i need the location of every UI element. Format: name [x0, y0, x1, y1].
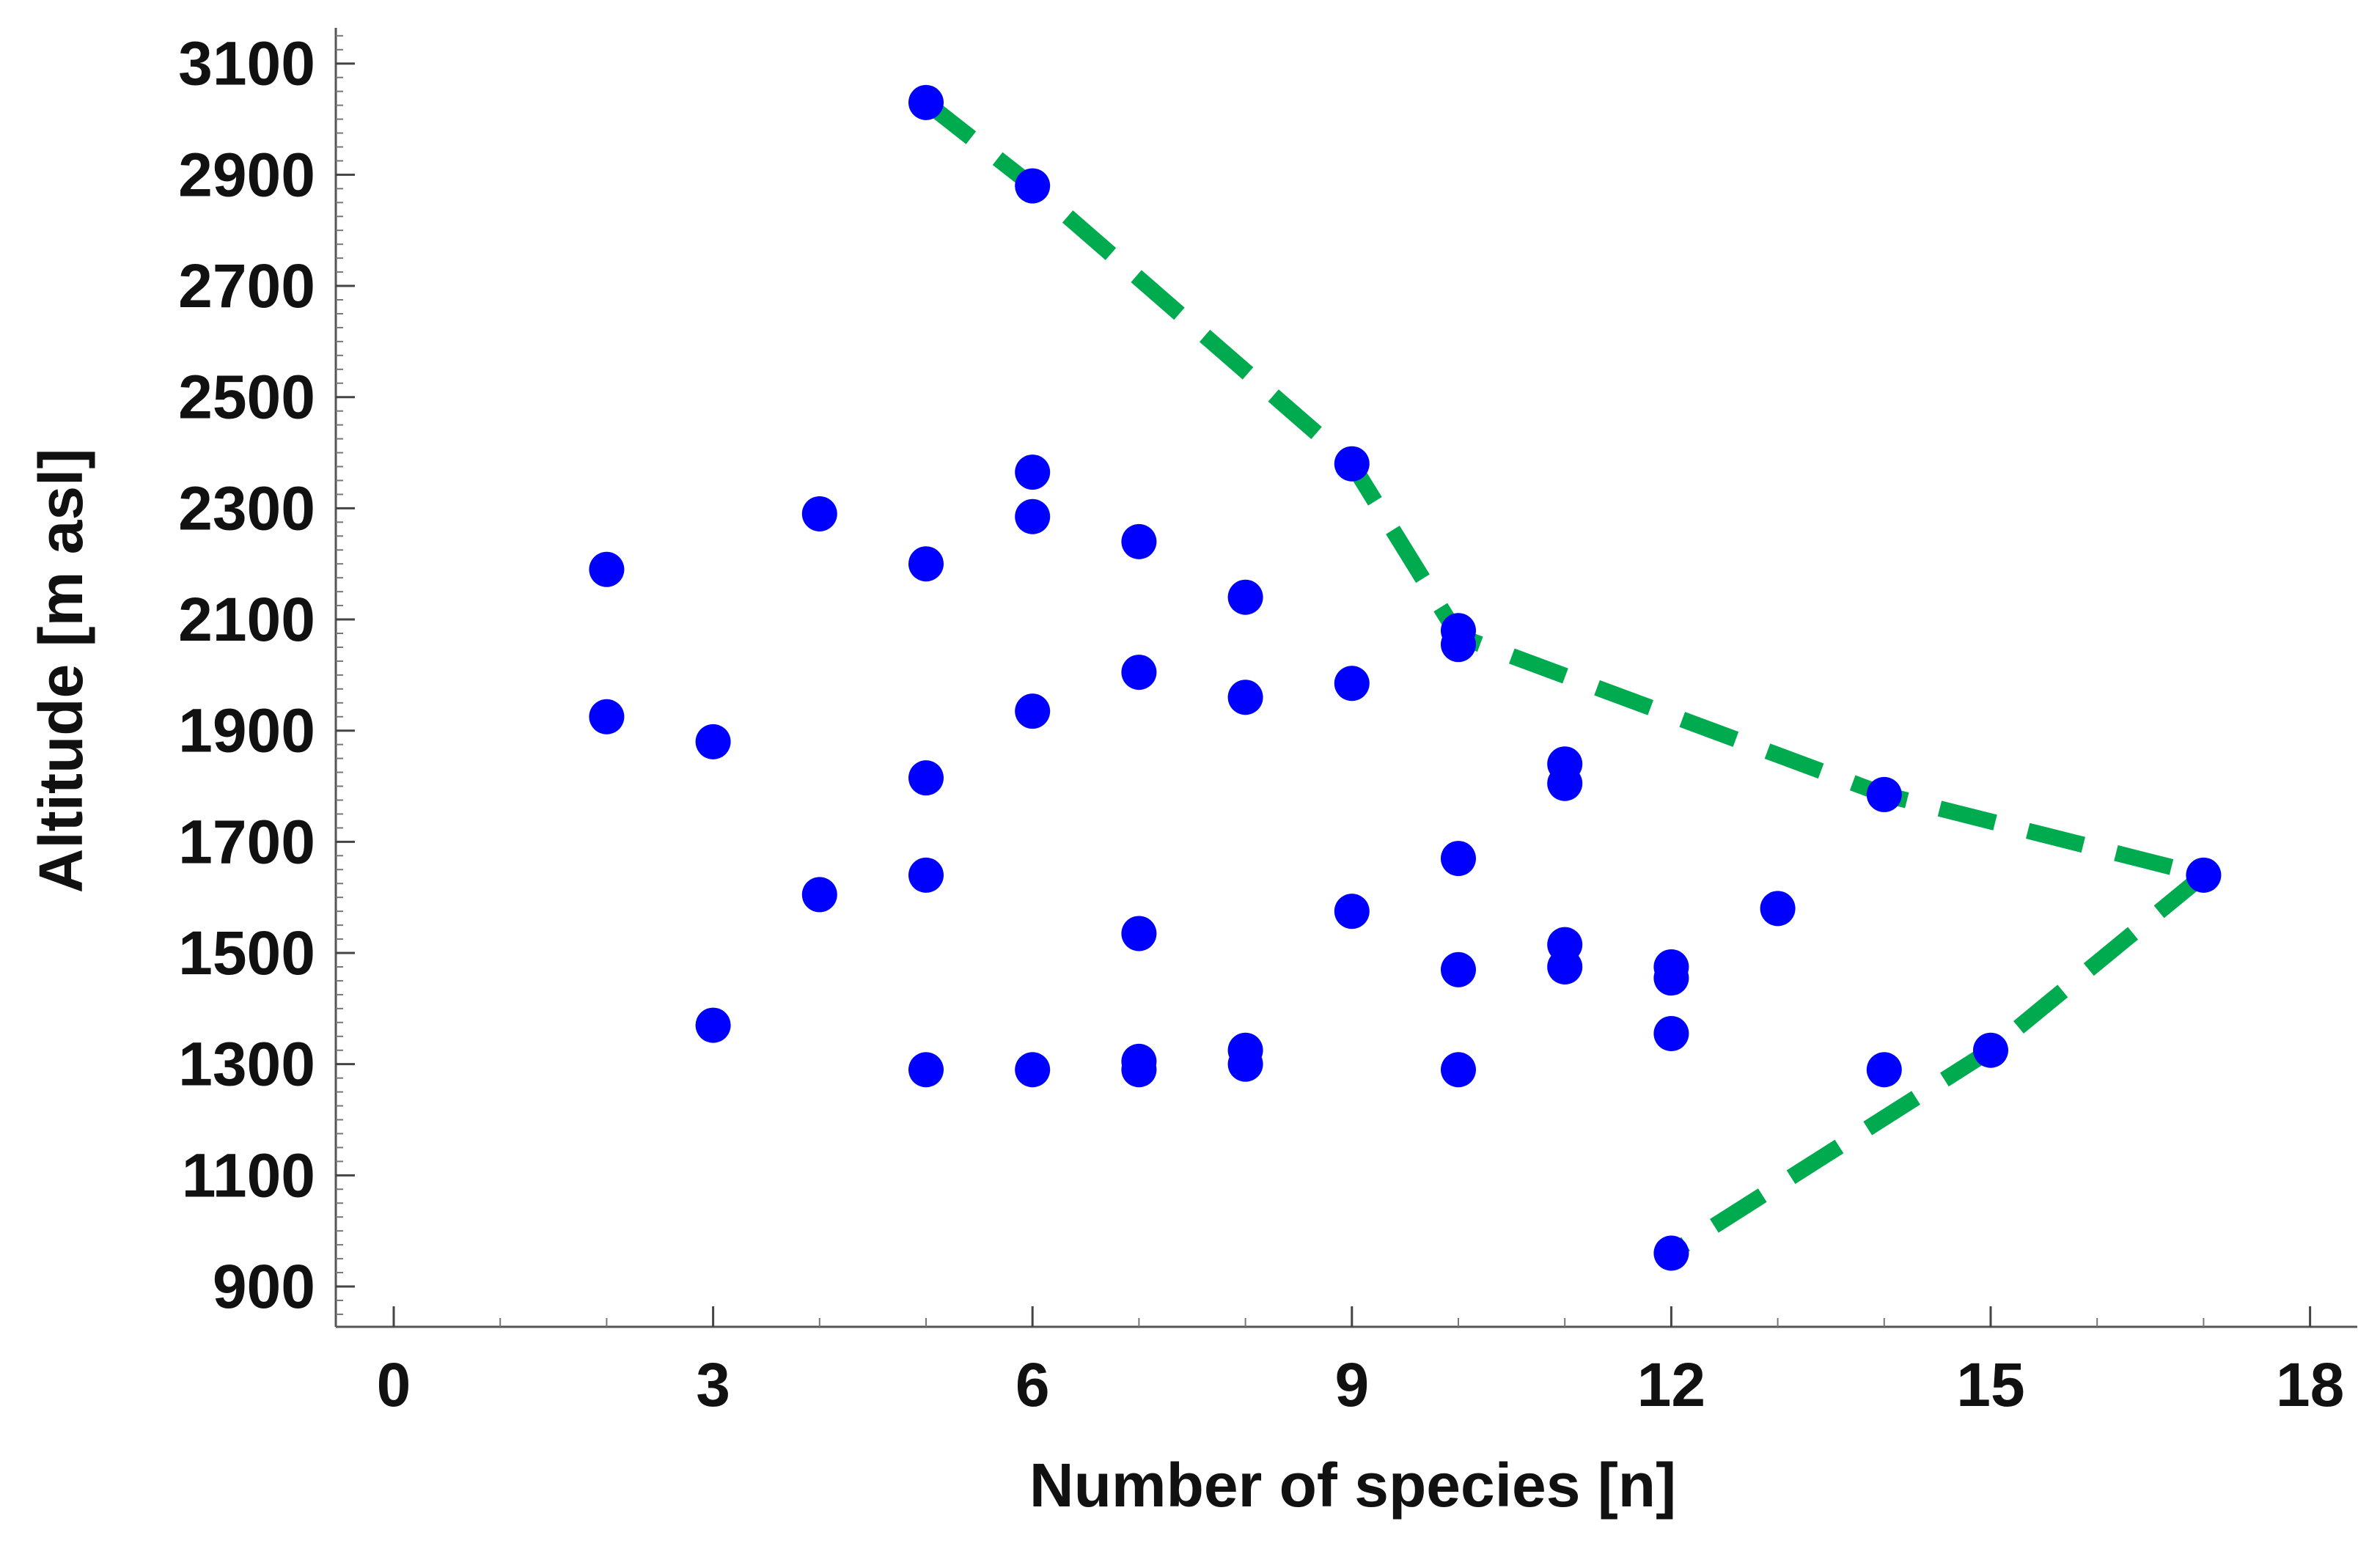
data-point	[908, 546, 944, 582]
data-point	[589, 551, 625, 587]
data-points-group	[589, 84, 2222, 1271]
data-point	[1441, 1052, 1476, 1088]
x-tick-label: 9	[1334, 1350, 1369, 1419]
envelope-line-group	[921, 96, 2212, 1260]
data-point	[1015, 1052, 1051, 1088]
y-tick-label: 1900	[178, 696, 315, 765]
data-point	[1121, 916, 1157, 951]
data-point	[2186, 857, 2222, 893]
x-tick-label: 18	[2276, 1350, 2344, 1419]
data-point	[1760, 891, 1796, 927]
data-point	[1227, 579, 1263, 615]
y-tick-label: 2700	[178, 251, 315, 320]
data-point	[1441, 951, 1476, 987]
y-tick-label: 1500	[178, 919, 315, 987]
data-point	[801, 496, 837, 531]
data-point	[1334, 666, 1370, 702]
y-tick-label: 1300	[178, 1030, 315, 1099]
x-tick-label: 6	[1015, 1350, 1050, 1419]
data-point	[1973, 1032, 2008, 1068]
data-point	[908, 1052, 944, 1088]
data-point	[695, 724, 731, 759]
data-point	[1121, 523, 1157, 559]
x-tick-label: 12	[1637, 1350, 1705, 1419]
data-point	[1653, 1235, 1689, 1271]
y-tick-label: 2900	[178, 140, 315, 209]
y-tick-label: 3100	[178, 29, 315, 98]
data-point	[1653, 1015, 1689, 1051]
y-tick-label: 2100	[178, 585, 315, 654]
data-point	[1653, 960, 1689, 996]
data-point	[1227, 680, 1263, 715]
x-tick-label: 15	[1956, 1350, 2024, 1419]
data-point	[1866, 776, 1902, 812]
data-point	[1441, 627, 1476, 663]
y-tick-label: 2500	[178, 363, 315, 432]
data-point	[1334, 894, 1370, 930]
data-point	[908, 760, 944, 796]
y-tick-label: 1700	[178, 807, 315, 876]
data-point	[1015, 693, 1051, 729]
data-point	[1547, 765, 1583, 801]
data-point	[589, 699, 625, 735]
x-ticks: 0 3 6 9 12 15 18	[377, 1306, 2344, 1419]
data-point	[1547, 949, 1583, 984]
data-point	[1334, 446, 1370, 482]
y-ticks: 900 1100 1300 1500 1700 1900 2100 2300 2500 2700 2…	[178, 29, 355, 1321]
x-axis-title: Number of species [n]	[1029, 1451, 1676, 1520]
envelope-line	[921, 96, 2212, 1260]
data-point	[1441, 841, 1476, 877]
y-tick-label: 1100	[182, 1141, 315, 1210]
data-point	[1227, 1046, 1263, 1082]
data-point	[1121, 1052, 1157, 1088]
data-point	[1015, 454, 1051, 490]
data-point	[801, 877, 837, 913]
x-tick-label: 3	[696, 1350, 730, 1419]
y-tick-label: 2300	[178, 474, 315, 542]
y-axis-title: Altitude [m asl]	[26, 449, 95, 894]
x-tick-label: 0	[377, 1350, 411, 1419]
data-point	[1121, 655, 1157, 691]
data-point	[1015, 498, 1051, 534]
data-point	[908, 84, 944, 120]
data-point	[908, 857, 944, 893]
data-point	[695, 1007, 731, 1043]
data-point	[1866, 1052, 1902, 1088]
data-point	[1015, 168, 1051, 204]
y-tick-label: 900	[213, 1252, 315, 1321]
